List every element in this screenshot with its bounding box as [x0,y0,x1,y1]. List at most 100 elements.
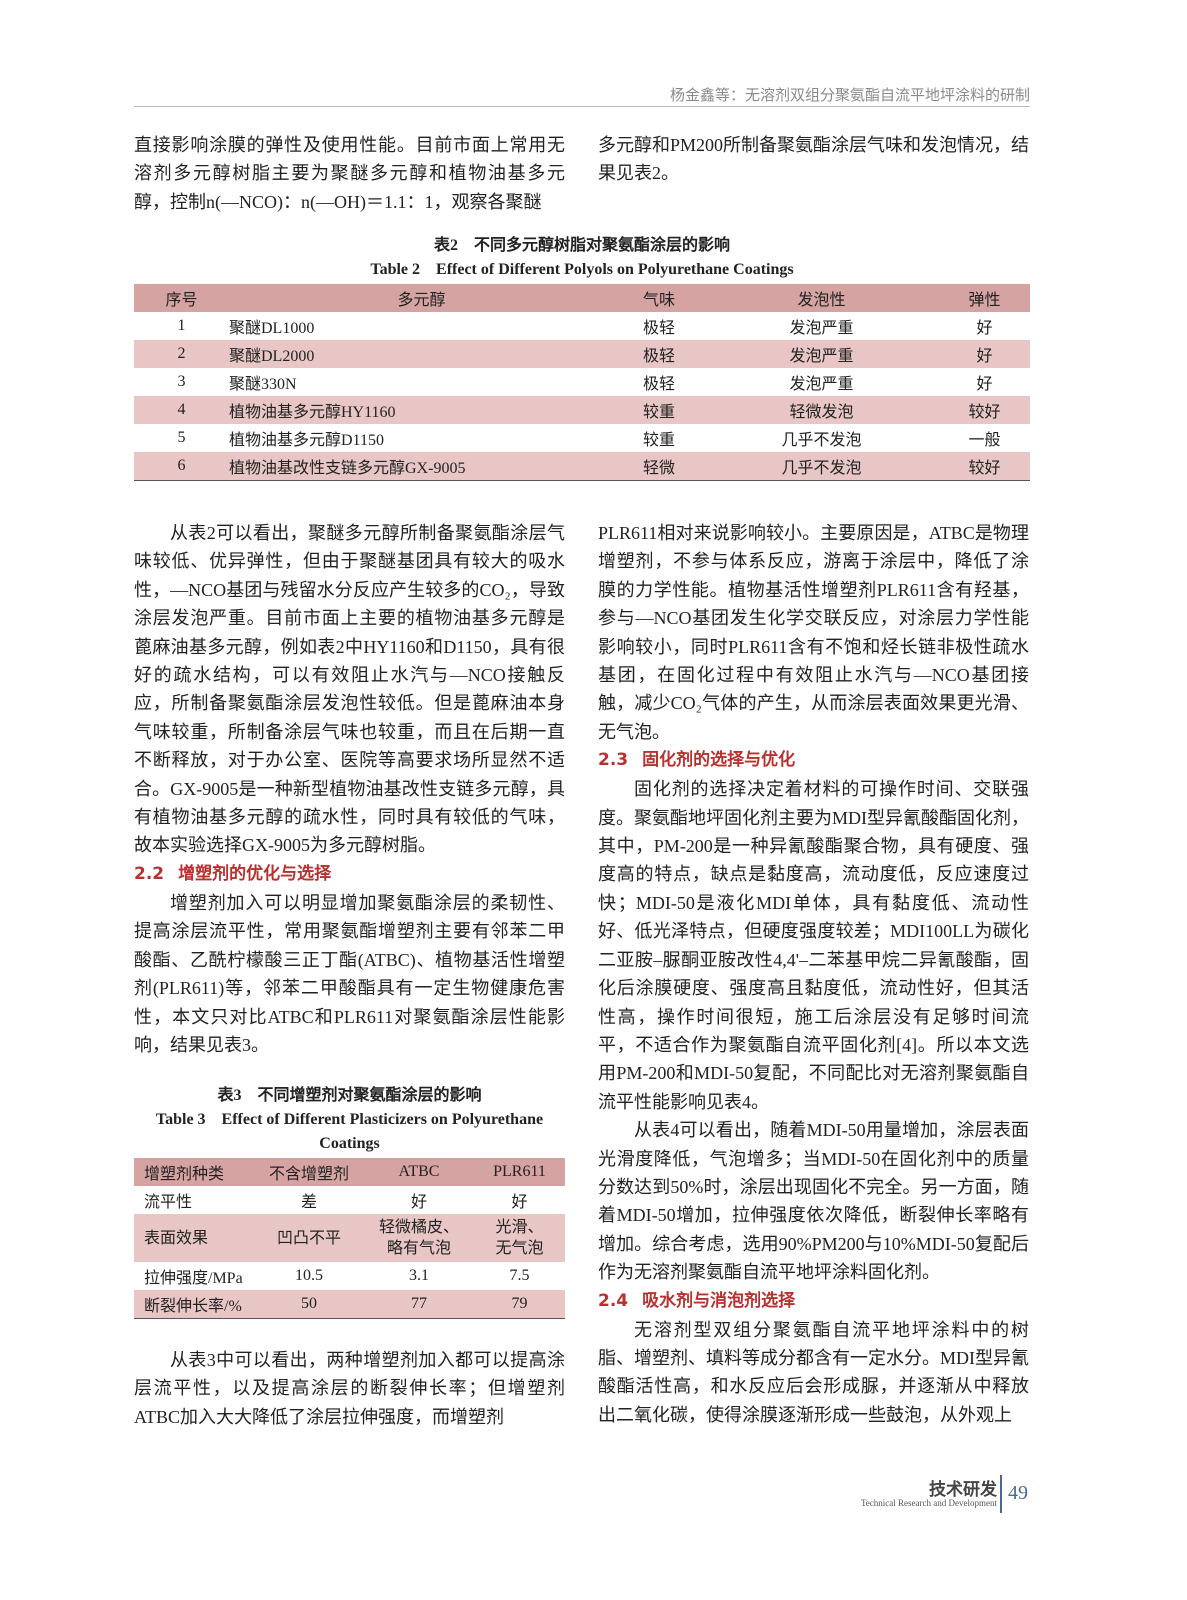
table-cell: 好 [511,1194,528,1211]
table-cell: 较重 [642,432,675,449]
table-cell: 凹凸不平 [276,1229,341,1247]
table-cell: 发泡严重 [789,320,854,337]
table-row: 6 植物油基改性支链多元醇GX-9005 轻微 几乎不发泡 较好 [134,452,1030,481]
section-heading-2-2: 2.2 增塑剂的优化与选择 [134,860,565,889]
header-cell: 不含增塑剂 [268,1166,349,1183]
table2-title-cn: 表2 不同多元醇树脂对聚氨酯涂层的影响 [433,237,730,254]
footer-section-cn: 技术研发 [929,1480,997,1500]
table3-caption: 表3 不同增塑剂对聚氨酯涂层的影响 Table 3 Effect of Diff… [134,1084,565,1156]
right-column: PLR611相对来说影响较小。主要原因是，ATBC是物理增塑剂，不参与体系反应，… [598,519,1029,1429]
table-cell: 断裂伸长率/% [144,1298,242,1315]
table2-title-en: Table 2 Effect of Different Polyols on P… [370,261,794,278]
left-column: 从表2可以看出，聚醚多元醇所制备聚氨酯涂层气味较低、优异弹性，但由于聚醚基团具有… [134,519,565,1059]
table-cell: 3.1 [409,1267,429,1284]
paragraph: 固化剂的选择决定着材料的可操作时间、交联强度。聚氨酯地坪固化剂主要为MDI型异氰… [598,779,1029,1112]
header-cell: 发泡性 [797,292,846,309]
section-heading-2-4: 2.4 吸水剂与消泡剂选择 [598,1287,1029,1316]
table-cell: 极轻 [642,320,675,337]
table-cell: 好 [410,1194,427,1211]
section-title: 固化剂的选择与优化 [642,750,796,771]
section-title: 吸水剂与消泡剂选择 [642,1290,796,1311]
table-cell: 1 [177,317,186,334]
table-cell: 轻微 [642,460,675,477]
table-cell: 表面效果 [144,1229,209,1247]
header-divider [134,106,1030,107]
header-cell: 弹性 [968,292,1001,309]
top-left-paragraph: 直接影响涂膜的弹性及使用性能。目前市面上常用无溶剂多元醇树脂主要为聚醚多元醇和植… [134,135,565,212]
table-cell: 流平性 [144,1194,193,1211]
table-cell: 光滑、 无气泡 [495,1219,544,1257]
table-cell: 7.5 [509,1267,530,1284]
footer-section-en: Technical Research and Development [860,1498,997,1508]
table-cell: 植物油基多元醇HY1160 [229,404,396,421]
table-cell: 5 [177,429,186,446]
table-cell: 极轻 [642,348,675,365]
paragraph: PLR611相对来说影响较小。主要原因是，ATBC是物理增塑剂，不参与体系反应，… [598,523,1029,742]
table-row: 5 植物油基多元醇D1150 较重 几乎不发泡 一般 [134,424,1030,452]
table-cell: 轻微橘皮、 略有气泡 [378,1219,459,1257]
header-cell: 气味 [642,292,675,309]
table-cell: 拉伸强度/MPa [144,1270,243,1287]
table-cell: 极轻 [642,376,675,393]
left-bottom-paragraph: 从表3中可以看出，两种增塑剂加入都可以提高涂层流平性，以及提高涂层的断裂伸长率；… [134,1346,565,1431]
table-cell: 77 [411,1295,427,1312]
top-right-paragraph: 多元醇和PM200所制备聚氨酯涂层气味和发泡情况，结果见表2。 [598,135,1030,184]
table-row: 3 聚醚330N 极轻 发泡严重 好 [134,368,1030,396]
header-cell: 多元醇 [397,292,446,309]
table-cell: 较重 [642,404,675,421]
section-heading-2-3: 2.3 固化剂的选择与优化 [598,746,1029,775]
table-cell: 发泡严重 [789,376,854,393]
table-row: 流平性 差 好 好 [134,1186,565,1214]
table-cell: 发泡严重 [789,348,854,365]
table-cell: 一般 [968,432,1001,449]
paragraph: 增塑剂加入可以明显增加聚氨酯涂层的柔韧性、提高涂层流平性，常用聚氨酯增塑剂主要有… [134,892,565,1055]
table-row: 断裂伸长率/% 50 77 79 [134,1290,565,1319]
table-row: 4 植物油基多元醇HY1160 较重 轻微发泡 较好 [134,396,1030,424]
table-cell: 4 [177,401,186,418]
section-number: 2.3 [598,750,629,771]
table-cell: 聚醚DL2000 [229,348,315,365]
table-cell: 聚醚330N [229,376,297,393]
table-cell: 6 [177,457,186,474]
header-cell: 序号 [165,292,198,309]
table-row: 1 聚醚DL1000 极轻 发泡严重 好 [134,312,1030,340]
table-row: 拉伸强度/MPa 10.5 3.1 7.5 [134,1262,565,1290]
footer-divider [1000,1475,1002,1513]
table-row: 2 聚醚DL2000 极轻 发泡严重 好 [134,340,1030,368]
table3: 增塑剂种类 不含增塑剂 ATBC PLR611 流平性 差 好 好表面效果 凹凸不平 轻微橘皮、… [134,1158,565,1319]
table3-title-en: Table 3 Effect of Different Plasticizers… [155,1111,544,1152]
table-cell: 3 [177,373,186,390]
table-cell: 差 [300,1194,317,1211]
table-cell: 几乎不发泡 [781,432,862,449]
paragraph: 从表3中可以看出，两种增塑剂加入都可以提高涂层流平性，以及提高涂层的断裂伸长率；… [134,1350,565,1427]
section-number: 2.4 [598,1290,629,1311]
running-header: 杨金鑫等：无溶剂双组分聚氨酯自流平地坪涂料的研制 [669,86,1030,104]
table-cell: 较好 [968,404,1001,421]
paragraph: 无溶剂型双组分聚氨酯自流平地坪涂料中的树脂、增塑剂、填料等成分都含有一定水分。M… [598,1319,1029,1425]
table-cell: 79 [511,1295,528,1312]
table2-caption: 表2 不同多元醇树脂对聚氨酯涂层的影响 Table 2 Effect of Di… [134,234,1030,282]
table-cell: 植物油基多元醇D1150 [229,432,384,449]
table-cell: 2 [177,345,186,362]
header-cell: ATBC [398,1163,440,1180]
table-cell: 好 [976,348,993,365]
section-title: 增塑剂的优化与选择 [178,863,332,884]
table3-title-cn: 表3 不同增塑剂对聚氨酯涂层的影响 [217,1087,482,1104]
table-cell: 聚醚DL1000 [229,320,315,337]
table-cell: 轻微发泡 [789,404,854,421]
table-cell: 好 [976,376,993,393]
table2-header-row: 序号 多元醇 气味 发泡性 弹性 [134,284,1030,312]
table-cell: 好 [976,320,993,337]
page-number: 49 [1008,1482,1028,1504]
header-cell: 增塑剂种类 [144,1166,225,1183]
table2: 序号 多元醇 气味 发泡性 弹性 1 聚醚DL1000 极轻 发泡严重好 2 聚醚DL2000 极轻… [134,284,1030,481]
table-cell: 植物油基改性支链多元醇GX-9005 [229,460,466,477]
section-number: 2.2 [134,863,165,884]
table-cell: 50 [301,1295,317,1312]
table-row: 表面效果 凹凸不平 轻微橘皮、 略有气泡 光滑、 无气泡 [134,1214,565,1262]
table-cell: 较好 [968,460,1001,477]
header-cell: PLR611 [493,1163,546,1180]
paragraph: 从表2可以看出，聚醚多元醇所制备聚氨酯涂层气味较低、优异弹性，但由于聚醚基团具有… [134,523,565,856]
table-cell: 几乎不发泡 [781,460,862,477]
